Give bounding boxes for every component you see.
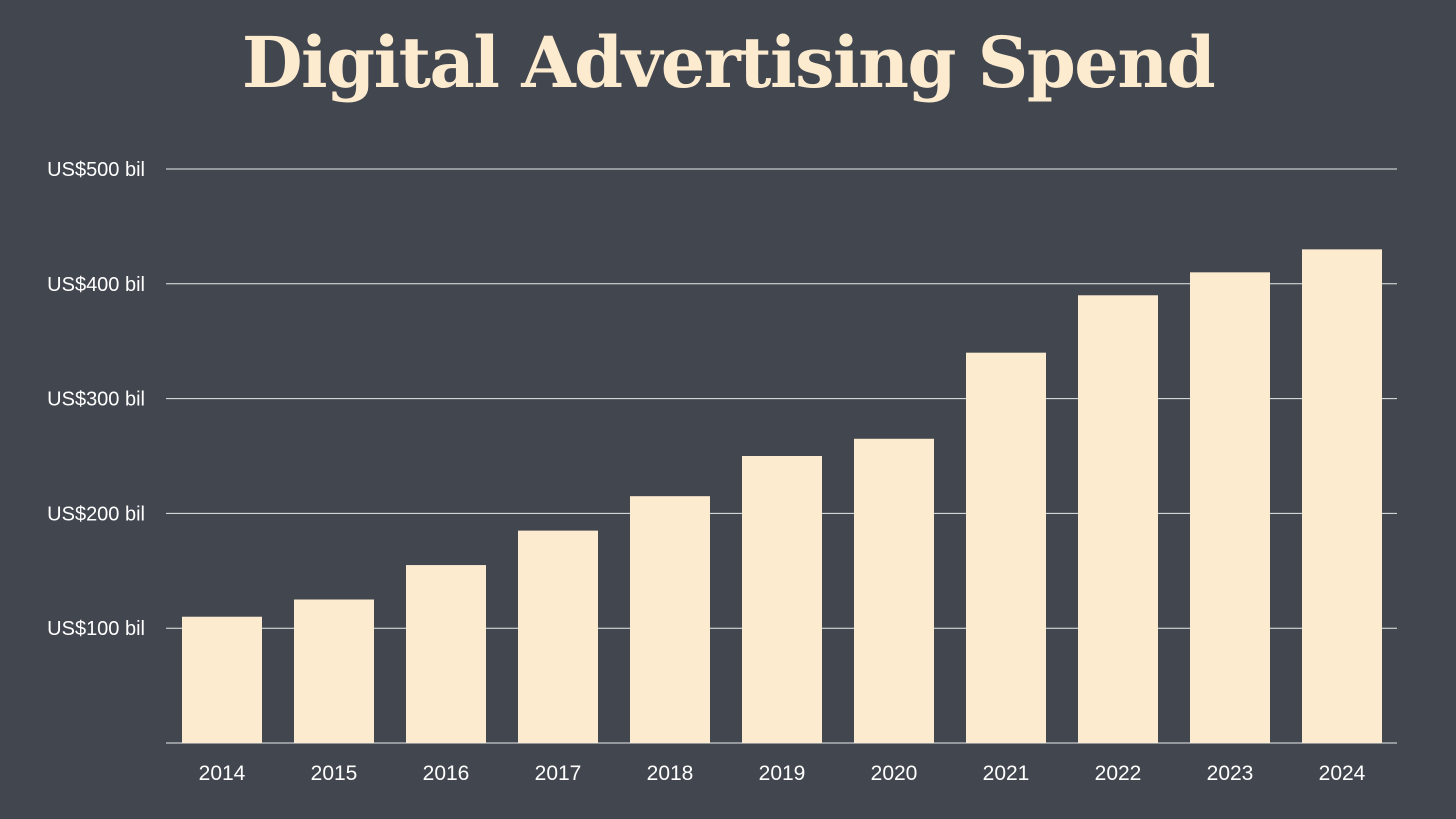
bar-2015	[294, 599, 374, 743]
bar-2022	[1078, 295, 1158, 743]
y-tick-label: US$400 bil	[47, 274, 145, 296]
y-tick-label: US$300 bil	[47, 389, 145, 411]
x-tick-label: 2017	[535, 762, 582, 785]
x-axis-labels: 2014 2015 2016 2017 2018 2019 2020 2021 2022 2023…	[199, 762, 1366, 785]
bar-2020	[854, 438, 934, 743]
bar-2019	[742, 456, 822, 743]
bar-2018	[630, 496, 710, 743]
bar-2024	[1302, 249, 1382, 744]
y-axis-labels: US$100 bil US$200 bil US$300 bil US$400 bil…	[47, 159, 145, 640]
x-tick-label: 2022	[1095, 762, 1142, 785]
y-tick-label: US$500 bil	[47, 159, 145, 181]
x-tick-label: 2021	[983, 762, 1030, 785]
bar-2014	[182, 616, 262, 743]
bar-2021	[966, 352, 1046, 743]
x-tick-label: 2023	[1207, 762, 1254, 785]
bar-2016	[406, 565, 486, 743]
x-tick-label: 2024	[1319, 762, 1366, 785]
x-tick-label: 2015	[311, 762, 358, 785]
x-tick-label: 2020	[871, 762, 918, 785]
x-tick-label: 2018	[647, 762, 694, 785]
x-tick-label: 2016	[423, 762, 470, 785]
bar-2023	[1190, 272, 1270, 743]
x-tick-label: 2014	[199, 762, 246, 785]
chart-title: Digital Advertising Spend	[241, 21, 1216, 104]
y-tick-label: US$200 bil	[47, 503, 145, 525]
x-tick-label: 2019	[759, 762, 806, 785]
bar-2017	[518, 530, 598, 743]
y-tick-label: US$100 bil	[47, 618, 145, 640]
bars	[182, 249, 1382, 744]
